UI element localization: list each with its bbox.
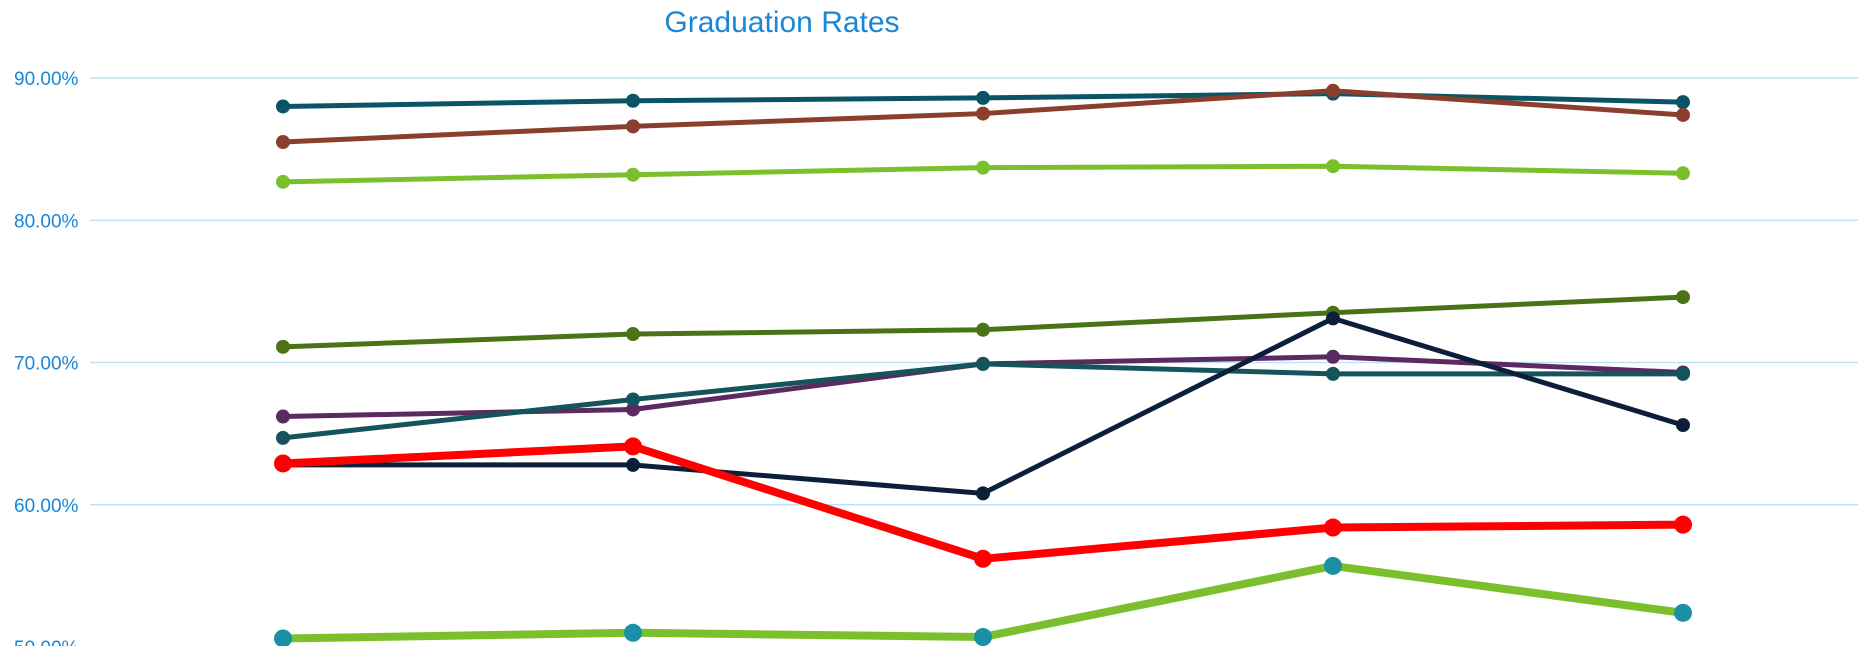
data-point (274, 629, 292, 646)
data-point (1674, 515, 1692, 534)
data-point (626, 327, 640, 342)
data-point (276, 99, 290, 114)
data-point (276, 174, 290, 189)
data-point (976, 322, 990, 337)
data-point (626, 402, 640, 417)
y-tick-label: 80.00% (14, 211, 79, 232)
data-point (1674, 603, 1692, 622)
series-line (280, 315, 1686, 496)
data-point (976, 160, 990, 175)
data-point (626, 119, 640, 134)
gridlines (90, 77, 1858, 506)
series-line (280, 294, 1686, 350)
data-point (626, 167, 640, 182)
y-tick-label: 50.00% (14, 638, 79, 646)
data-point (1326, 83, 1340, 98)
data-point (626, 457, 640, 472)
y-tick-label: 70.00% (14, 354, 79, 375)
data-point (626, 392, 640, 407)
data-point (1326, 349, 1340, 364)
data-point (274, 454, 292, 473)
y-axis-tick-labels: 50.00% 60.00% 70.00% 80.00% 90.00% (14, 69, 79, 646)
data-point (624, 437, 642, 456)
series-2 (276, 83, 1690, 150)
data-point (1676, 290, 1690, 305)
data-point (976, 90, 990, 105)
data-point (624, 623, 642, 642)
data-point (1326, 366, 1340, 381)
series-4 (276, 290, 1690, 354)
data-point (1676, 166, 1690, 181)
data-point (1324, 556, 1342, 575)
data-point (276, 409, 290, 424)
data-point (976, 106, 990, 121)
data-point (276, 135, 290, 150)
y-tick-label: 90.00% (14, 69, 79, 90)
data-point (1326, 311, 1340, 326)
series-lines (274, 83, 1692, 646)
data-point (1676, 418, 1690, 433)
series-line (280, 361, 1686, 441)
y-tick-label: 60.00% (14, 496, 79, 517)
data-point (1676, 95, 1690, 110)
data-point (1326, 159, 1340, 174)
data-point (974, 628, 992, 646)
series-line (279, 561, 1687, 643)
data-point (276, 339, 290, 354)
series-9 (274, 556, 1692, 646)
series-6 (276, 356, 1690, 445)
chart-title: Graduation Rates (664, 6, 899, 39)
data-point (1324, 518, 1342, 537)
data-point (1676, 107, 1690, 122)
series-8 (274, 437, 1692, 568)
data-point (974, 549, 992, 568)
data-point (276, 430, 290, 445)
data-point (626, 93, 640, 108)
series-3 (276, 159, 1690, 189)
data-point (976, 486, 990, 501)
data-point (976, 356, 990, 371)
data-point (1676, 366, 1690, 381)
